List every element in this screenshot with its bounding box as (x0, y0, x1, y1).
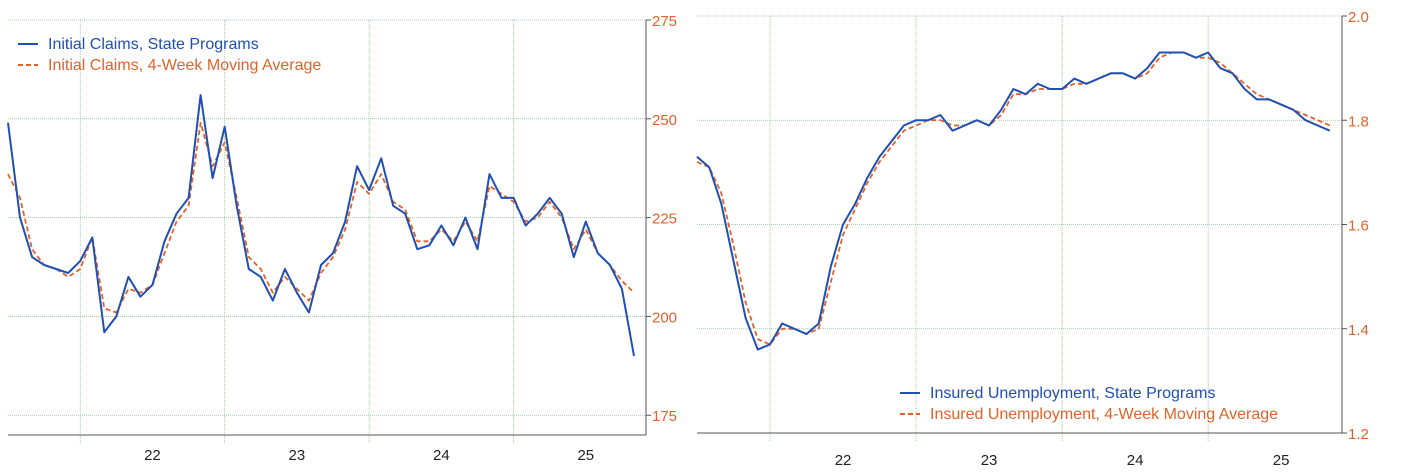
series-line-actual (696, 51, 1331, 351)
x-tick-label: 22 (144, 447, 161, 464)
x-tick-label: 23 (981, 452, 998, 468)
y-tick-label: 275 (652, 13, 677, 30)
insured-unemployment-panel: 1.2 1.4 1.6 1.8 2.0 22 23 24 25 Insured Unemploym… (696, 9, 1369, 469)
x-tick-label: 22 (835, 452, 852, 468)
legend-label: Insured Unemployment, State Programs (930, 385, 1215, 402)
y-tick-label: 1.8 (1348, 113, 1369, 130)
y-tick-label: 1.4 (1348, 322, 1369, 339)
y-tick-label: 200 (652, 309, 677, 326)
legend: Insured Unemployment, State Programs Insu… (900, 385, 1278, 423)
x-tick-label: 24 (1127, 452, 1144, 468)
series-line-moving-average (7, 121, 635, 314)
y-tick-label: 175 (652, 408, 677, 425)
x-tick-label: 23 (289, 447, 306, 464)
series-line-moving-average (696, 51, 1331, 346)
y-tick-label: 1.2 (1348, 426, 1369, 443)
legend-label: Insured Unemployment, 4-Week Moving Aver… (930, 406, 1278, 423)
legend-label: Initial Claims, 4-Week Moving Average (48, 57, 321, 74)
y-tick-label: 225 (652, 211, 677, 228)
y-tick-label: 250 (652, 112, 677, 129)
initial-claims-panel: 175 200 225 250 275 22 23 24 25 Initial Claims, S… (7, 13, 677, 464)
x-tick-label: 25 (577, 447, 594, 464)
legend-label: Initial Claims, State Programs (48, 36, 259, 53)
x-tick-label: 25 (1273, 452, 1290, 468)
y-tick-label: 1.6 (1348, 218, 1369, 235)
legend: Initial Claims, State Programs Initial Cl… (18, 36, 321, 74)
x-tick-label: 24 (433, 447, 450, 464)
y-tick-label: 2.0 (1348, 9, 1369, 26)
series-line-actual (7, 94, 635, 357)
